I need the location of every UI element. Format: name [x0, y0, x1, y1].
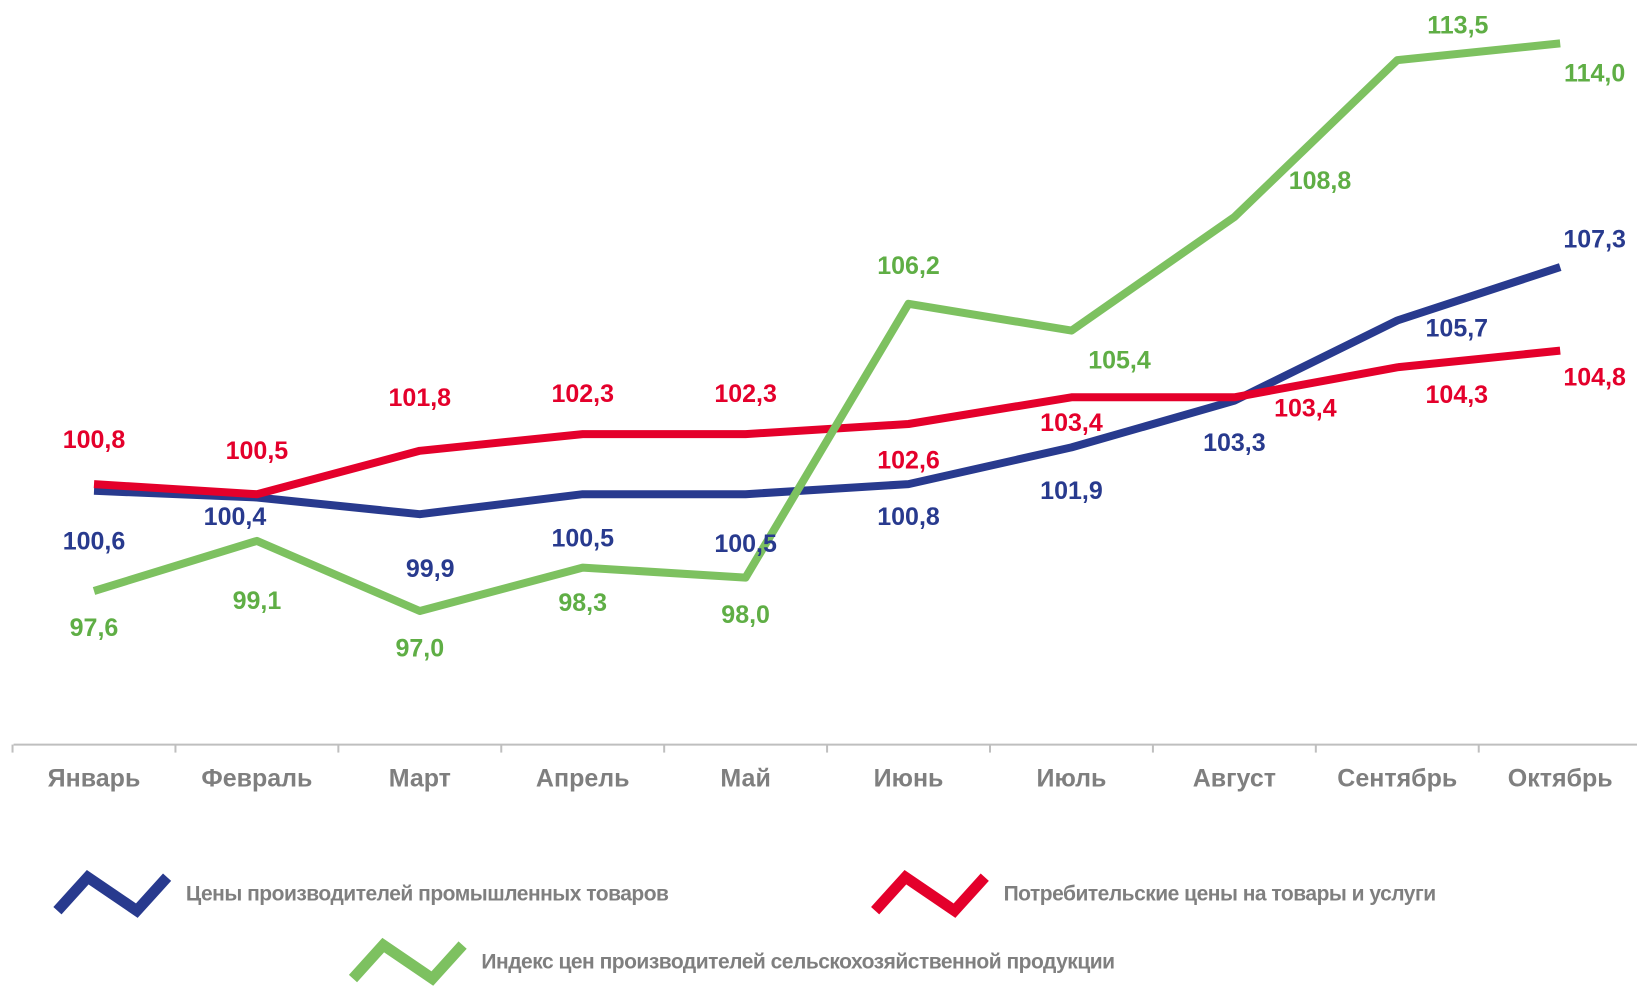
legend-label: Цены производителей промышленных товаров	[186, 883, 669, 906]
data-label: 100,8	[877, 503, 940, 531]
data-label: 105,4	[1088, 346, 1151, 374]
series-line	[93, 263, 1562, 519]
data-label: 99,1	[233, 587, 282, 615]
data-label: 100,4	[204, 503, 267, 531]
data-label: 104,3	[1426, 381, 1489, 409]
legend-label: Индекс цен производителей сельскохозяйст…	[481, 950, 1114, 973]
data-label: 105,7	[1426, 315, 1489, 343]
data-label: 108,8	[1289, 167, 1352, 195]
data-label: 103,4	[1040, 409, 1103, 437]
x-tick-label: Январь	[48, 765, 141, 793]
data-label: 100,8	[63, 426, 126, 454]
x-tick-label: Февраль	[201, 765, 312, 793]
data-label: 102,6	[877, 446, 940, 474]
legend-swatch	[871, 869, 989, 918]
series-line	[92, 39, 1561, 615]
data-label: 103,3	[1203, 429, 1266, 457]
data-label: 113,5	[1427, 11, 1488, 39]
data-label: 102,3	[551, 380, 614, 408]
data-label: 100,6	[63, 528, 126, 556]
data-label: 100,5	[226, 437, 289, 465]
x-tick-label: Июнь	[874, 765, 944, 793]
legend-label: Потребительские цены на товары и услуги	[1004, 883, 1436, 906]
data-label: 98,0	[721, 601, 770, 629]
legend-swatch	[348, 937, 467, 986]
data-label: 100,5	[714, 530, 777, 558]
data-label: 102,3	[714, 380, 777, 408]
data-label: 99,9	[406, 555, 455, 583]
x-tick-label: Май	[720, 765, 770, 793]
data-label: 97,6	[70, 614, 119, 642]
data-label: 101,9	[1040, 477, 1103, 505]
x-tick-label: Август	[1193, 765, 1276, 793]
x-tick-label: Сентябрь	[1337, 765, 1457, 793]
x-tick-label: Октябрь	[1508, 765, 1613, 793]
data-label: 103,4	[1274, 394, 1337, 422]
data-label: 114,0	[1564, 59, 1625, 87]
data-label: 101,8	[389, 384, 452, 412]
data-label: 98,3	[558, 589, 607, 617]
series-line	[93, 346, 1561, 499]
x-tick-label: Июль	[1036, 765, 1106, 793]
data-label: 97,0	[395, 634, 444, 662]
data-label: 106,2	[877, 252, 940, 280]
x-tick-label: Апрель	[536, 765, 630, 793]
data-label: 100,5	[551, 525, 614, 553]
x-tick-label: Март	[389, 765, 451, 793]
data-label: 104,8	[1563, 363, 1626, 391]
legend-swatch	[53, 869, 172, 918]
data-label: 107,3	[1563, 226, 1626, 254]
